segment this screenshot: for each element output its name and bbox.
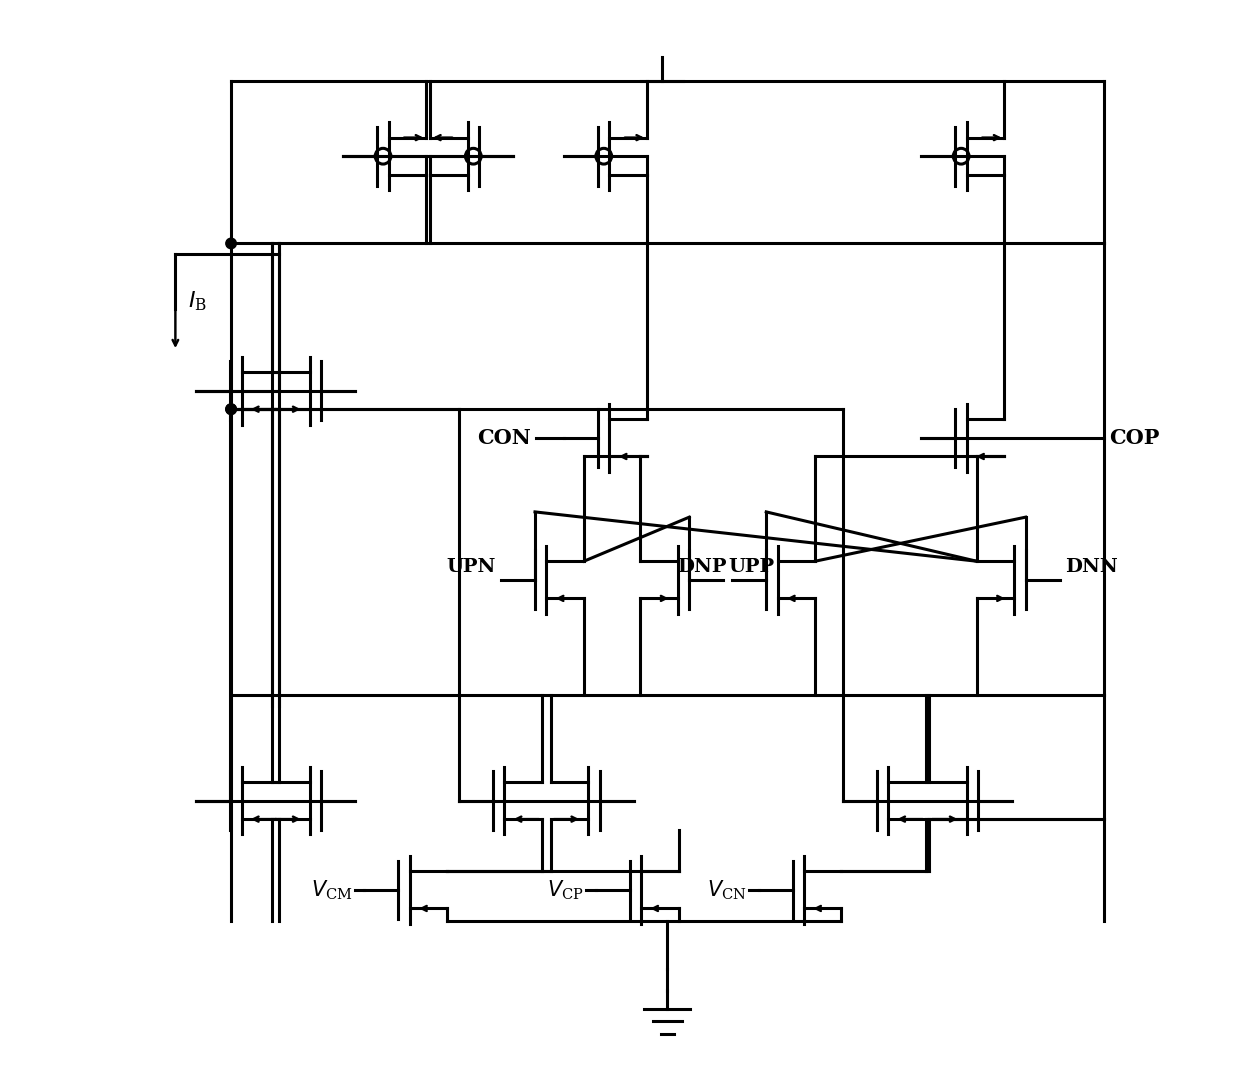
Text: $V_\mathregular{CM}$: $V_\mathregular{CM}$ [311,878,352,902]
Text: $V_\mathregular{CP}$: $V_\mathregular{CP}$ [547,878,584,902]
Circle shape [226,404,237,414]
Text: $\mathit{I}_\mathregular{B}$: $\mathit{I}_\mathregular{B}$ [188,290,207,313]
Text: DNN: DNN [1065,558,1117,576]
Text: DNP: DNP [677,558,727,576]
Circle shape [226,404,237,414]
Circle shape [226,239,237,249]
Text: CON: CON [477,428,531,448]
Text: COP: COP [1109,428,1159,448]
Text: UPN: UPN [446,558,496,576]
Text: $V_\mathregular{CN}$: $V_\mathregular{CN}$ [707,878,746,902]
Text: UPP: UPP [728,558,775,576]
